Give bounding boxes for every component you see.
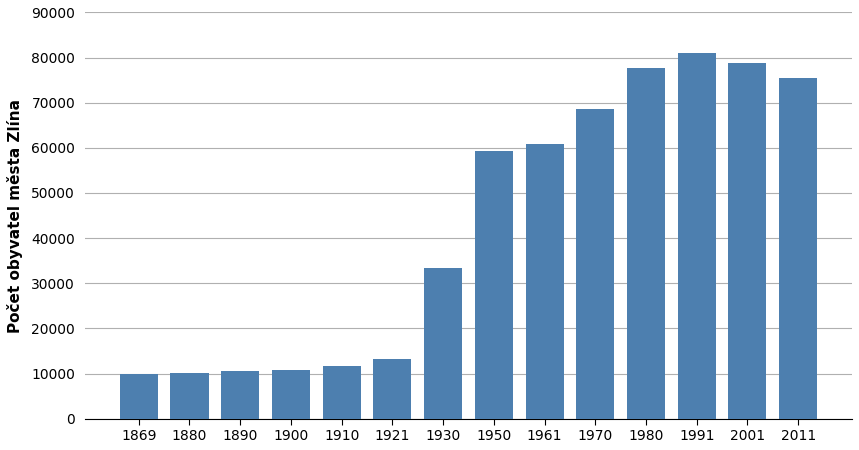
Bar — [627, 68, 665, 418]
Bar — [170, 373, 209, 418]
Bar — [728, 63, 766, 418]
Bar — [119, 374, 158, 418]
Bar — [374, 359, 411, 419]
Bar — [779, 78, 817, 418]
Bar — [424, 269, 462, 418]
Bar — [475, 151, 513, 418]
Bar — [272, 369, 310, 419]
Bar — [576, 109, 614, 418]
Bar — [678, 53, 716, 418]
Y-axis label: Počet obyvatel města Zlína: Počet obyvatel města Zlína — [7, 99, 23, 333]
Bar — [526, 144, 564, 418]
Bar — [323, 366, 361, 418]
Bar — [221, 371, 259, 419]
